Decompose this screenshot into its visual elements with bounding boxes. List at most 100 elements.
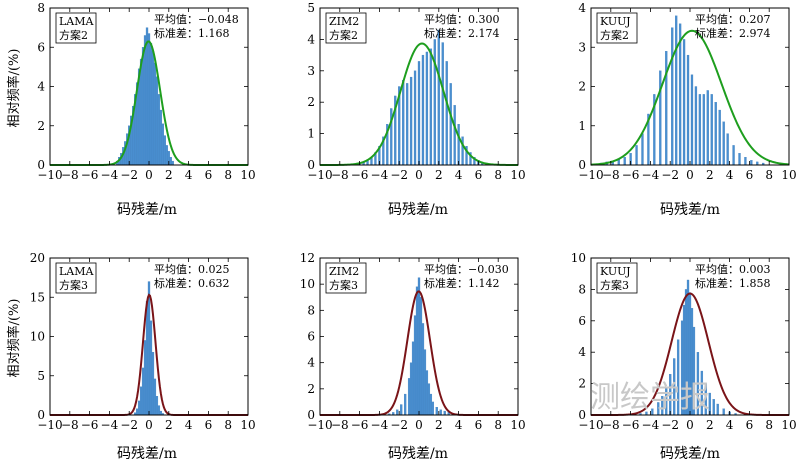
x-tick-label: 0: [686, 168, 694, 182]
histogram-bar: [449, 83, 452, 166]
x-tick-label: 10: [510, 418, 525, 432]
x-axis-label-1: 码残差/m: [117, 202, 177, 218]
x-tick-label: −10: [37, 418, 62, 432]
x-tick-label: −8: [331, 168, 349, 182]
x-tick-label: 0: [145, 168, 153, 182]
x-tick-label: 6: [746, 168, 754, 182]
x-tick-label: 2: [706, 418, 714, 432]
histogram-bar: [706, 90, 709, 166]
y-tick-label: 2: [578, 80, 586, 94]
station-box: [596, 262, 638, 294]
histogram-bar: [623, 156, 626, 166]
x-tick-label: −10: [578, 418, 603, 432]
histogram-bar: [153, 378, 157, 416]
x-tick-label: −8: [602, 168, 620, 182]
x-tick-label: 10: [781, 168, 796, 182]
histogram-bar: [413, 70, 417, 166]
x-tick-label: 4: [455, 418, 463, 432]
x-tick-label: 0: [145, 418, 153, 432]
y-tick-label: 10: [300, 277, 315, 291]
histogram-bar: [419, 297, 423, 416]
histogram-bar: [641, 133, 644, 166]
x-tick-label: 8: [494, 418, 502, 432]
histogram-bar: [425, 51, 429, 166]
y-tick-label: 0: [37, 158, 45, 172]
histogram-bar: [698, 94, 702, 166]
x-tick-label: 8: [224, 418, 232, 432]
x-tick-label: 10: [240, 168, 255, 182]
histogram-bar: [400, 404, 403, 416]
scheme-label: 方案2: [329, 28, 358, 42]
chart-panel-3: −10−8 −6 −4 −2 0 2 4 6 8 1001234KUUJ方案2平均值：0.207标…: [578, 1, 796, 182]
watermark: 测绘学报: [590, 380, 710, 415]
x-tick-label: −2: [661, 418, 679, 432]
histogram-bar: [427, 383, 431, 416]
x-tick-label: −10: [578, 168, 603, 182]
histogram-bar: [686, 54, 690, 166]
y-tick-label: 8: [37, 1, 45, 15]
x-tick-label: −4: [371, 418, 389, 432]
histogram-bar: [402, 80, 405, 166]
x-tick-label: −10: [307, 418, 332, 432]
x-tick-label: 2: [165, 168, 173, 182]
histogram-bar: [437, 29, 440, 166]
mean-stat: 平均值：−0.030: [424, 263, 509, 276]
x-tick-label: 2: [435, 168, 443, 182]
histogram-bar: [149, 320, 153, 416]
x-axis-label-5: 码残差/m: [388, 446, 448, 462]
mean-stat: 平均值：0.025: [154, 263, 230, 276]
station-label: LAMA: [59, 265, 95, 278]
station-label: ZIM2: [329, 15, 359, 28]
x-tick-label: 10: [781, 418, 796, 432]
histogram-bar: [149, 43, 153, 166]
x-tick-label: 8: [765, 168, 773, 182]
std-stat: 标准差：2.174: [424, 26, 500, 40]
histogram-bar: [155, 76, 159, 166]
y-tick-label: 4: [307, 356, 315, 370]
histogram-bar: [425, 370, 429, 416]
x-tick-label: 6: [205, 418, 213, 432]
histogram-bar: [171, 160, 174, 166]
station-label: KUUJ: [600, 15, 630, 28]
histogram-bar: [423, 349, 427, 416]
x-tick-label: 8: [494, 168, 502, 182]
y-tick-label: 2: [307, 95, 315, 109]
chart-panel-2: −10−8 −6 −4 −2 0 2 4 6 8 10012345ZIM2方案2平均值：0.300…: [307, 1, 525, 182]
y-tick-label: 4: [307, 32, 315, 46]
mean-stat: 平均值：−0.048: [154, 13, 239, 26]
y-tick-label: 4: [578, 345, 586, 359]
histogram-bar: [429, 393, 433, 416]
histogram-bar: [159, 109, 163, 166]
histogram-bar: [671, 27, 674, 166]
station-label: LAMA: [59, 15, 95, 28]
x-tick-label: 6: [205, 168, 213, 182]
x-tick-label: −8: [61, 168, 79, 182]
x-tick-label: −2: [120, 168, 138, 182]
histogram-bar: [738, 153, 741, 166]
x-tick-label: 2: [706, 168, 714, 182]
histogram-bar: [714, 102, 717, 166]
histogram-bar: [143, 35, 147, 166]
histogram-bar: [405, 83, 409, 166]
histogram-bar: [147, 281, 151, 416]
y-tick-label: 6: [37, 40, 45, 54]
x-tick-label: −10: [37, 168, 62, 182]
y-tick-label: 3: [307, 64, 315, 78]
station-box: [55, 262, 97, 294]
x-tick-label: −6: [622, 168, 640, 182]
x-tick-label: −6: [351, 168, 369, 182]
histogram-bar: [145, 27, 149, 166]
histogram-bar: [409, 76, 413, 166]
scheme-label: 方案3: [600, 278, 629, 292]
histogram-bar: [415, 286, 419, 416]
histogram-bar: [712, 399, 715, 416]
histogram-bar: [413, 315, 417, 416]
y-tick-label: 1: [578, 119, 586, 133]
histogram-bar: [409, 362, 413, 416]
histogram-bar: [145, 301, 149, 416]
histogram-bar: [161, 123, 164, 166]
mean-stat: 平均值：0.003: [695, 263, 771, 276]
histogram-bar: [139, 386, 143, 416]
y-tick-label: 5: [37, 369, 45, 383]
